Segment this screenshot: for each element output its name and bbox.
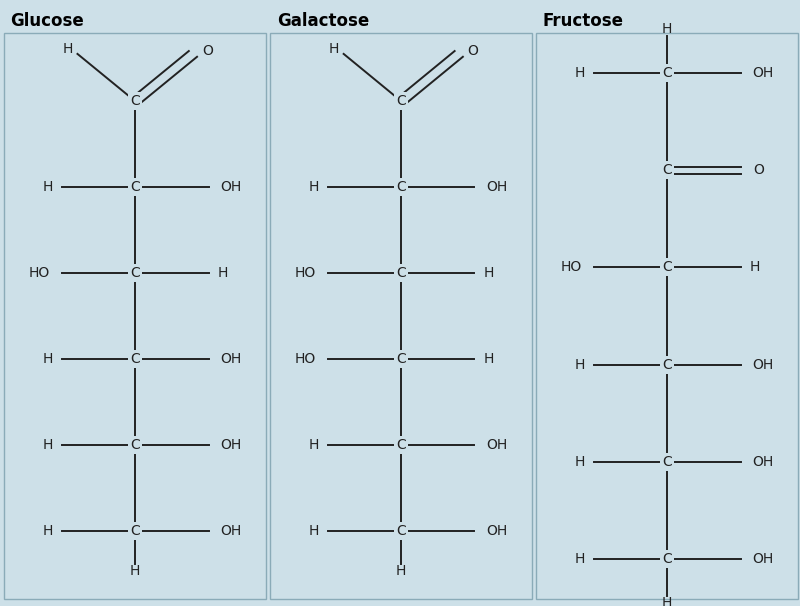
Text: O: O — [468, 44, 478, 58]
Text: H: H — [484, 266, 494, 280]
Text: Galactose: Galactose — [277, 12, 369, 30]
Text: OH: OH — [486, 180, 507, 194]
Text: OH: OH — [486, 438, 507, 452]
Text: H: H — [662, 596, 672, 606]
Text: OH: OH — [221, 352, 242, 366]
Text: C: C — [396, 438, 406, 452]
Text: H: H — [396, 564, 406, 578]
Text: C: C — [130, 438, 140, 452]
Text: C: C — [396, 352, 406, 366]
Text: C: C — [662, 66, 672, 80]
FancyBboxPatch shape — [536, 33, 798, 599]
Text: H: H — [130, 564, 140, 578]
Text: H: H — [308, 180, 318, 194]
Text: H: H — [42, 438, 53, 452]
Text: OH: OH — [221, 180, 242, 194]
Text: Glucose: Glucose — [10, 12, 84, 30]
Text: OH: OH — [753, 455, 774, 469]
FancyBboxPatch shape — [4, 33, 266, 599]
Text: HO: HO — [561, 261, 582, 275]
Text: OH: OH — [221, 524, 242, 538]
Text: C: C — [396, 524, 406, 538]
Text: C: C — [662, 163, 672, 177]
Text: HO: HO — [295, 266, 316, 280]
Text: H: H — [484, 352, 494, 366]
Text: H: H — [308, 438, 318, 452]
Text: H: H — [42, 352, 53, 366]
Text: H: H — [42, 180, 53, 194]
Text: O: O — [202, 44, 213, 58]
Text: OH: OH — [486, 524, 507, 538]
Text: OH: OH — [753, 358, 774, 371]
Text: Fructose: Fructose — [542, 12, 623, 30]
Text: OH: OH — [753, 552, 774, 566]
Text: H: H — [662, 22, 672, 36]
Text: C: C — [396, 266, 406, 280]
Text: C: C — [662, 261, 672, 275]
Text: C: C — [396, 180, 406, 194]
Text: H: H — [218, 266, 228, 280]
Text: H: H — [574, 358, 585, 371]
Text: C: C — [130, 266, 140, 280]
Text: HO: HO — [295, 352, 316, 366]
Text: C: C — [662, 552, 672, 566]
Text: H: H — [42, 524, 53, 538]
Text: H: H — [574, 455, 585, 469]
FancyBboxPatch shape — [270, 33, 532, 599]
Text: C: C — [662, 455, 672, 469]
Text: H: H — [574, 66, 585, 80]
Text: OH: OH — [221, 438, 242, 452]
Text: C: C — [130, 180, 140, 194]
Text: H: H — [329, 42, 339, 56]
Text: H: H — [750, 261, 760, 275]
Text: C: C — [662, 358, 672, 371]
Text: O: O — [753, 163, 764, 177]
Text: C: C — [130, 94, 140, 108]
Text: C: C — [130, 524, 140, 538]
Text: OH: OH — [753, 66, 774, 80]
Text: C: C — [396, 94, 406, 108]
Text: H: H — [308, 524, 318, 538]
Text: C: C — [130, 352, 140, 366]
Text: HO: HO — [29, 266, 50, 280]
Text: H: H — [62, 42, 73, 56]
Text: H: H — [574, 552, 585, 566]
